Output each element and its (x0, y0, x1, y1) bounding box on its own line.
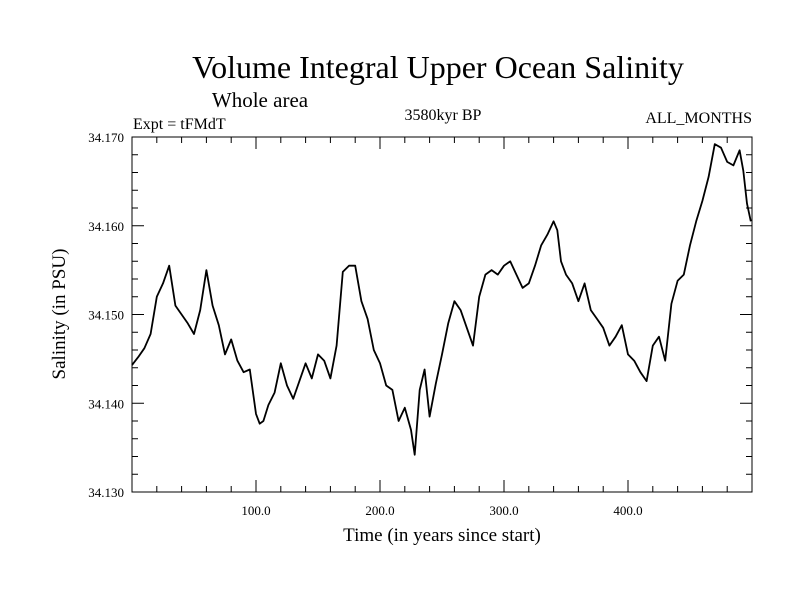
months-label: ALL_MONTHS (645, 110, 752, 127)
y-tick-label: 34.150 (88, 308, 124, 323)
x-tick-label: 400.0 (613, 503, 642, 518)
x-tick-label: 100.0 (241, 503, 270, 518)
y-tick-label: 34.160 (88, 219, 124, 234)
y-axis-label: Salinity (in PSU) (49, 249, 70, 380)
series-line-salinity (131, 143, 752, 456)
x-tick-label: 200.0 (365, 503, 394, 518)
series-group (131, 143, 752, 456)
x-tick-label: 300.0 (489, 503, 518, 518)
chart-title: Volume Integral Upper Ocean Salinity (192, 49, 684, 85)
chart-subtitle: Whole area (212, 88, 309, 112)
x-axis-label: Time (in years since start) (343, 525, 541, 546)
y-axis: 34.130 34.140 34.150 34.160 34.170 (88, 130, 752, 500)
period-label: 3580kyr BP (405, 107, 482, 124)
y-tick-label: 34.140 (88, 396, 124, 411)
x-axis: 100.0 200.0 300.0 400.0 (156, 137, 728, 518)
plot-frame (131, 136, 753, 493)
y-tick-label: 34.130 (88, 485, 124, 500)
experiment-label: Expt = tFMdT (133, 116, 226, 133)
y-tick-label: 34.170 (88, 130, 124, 145)
